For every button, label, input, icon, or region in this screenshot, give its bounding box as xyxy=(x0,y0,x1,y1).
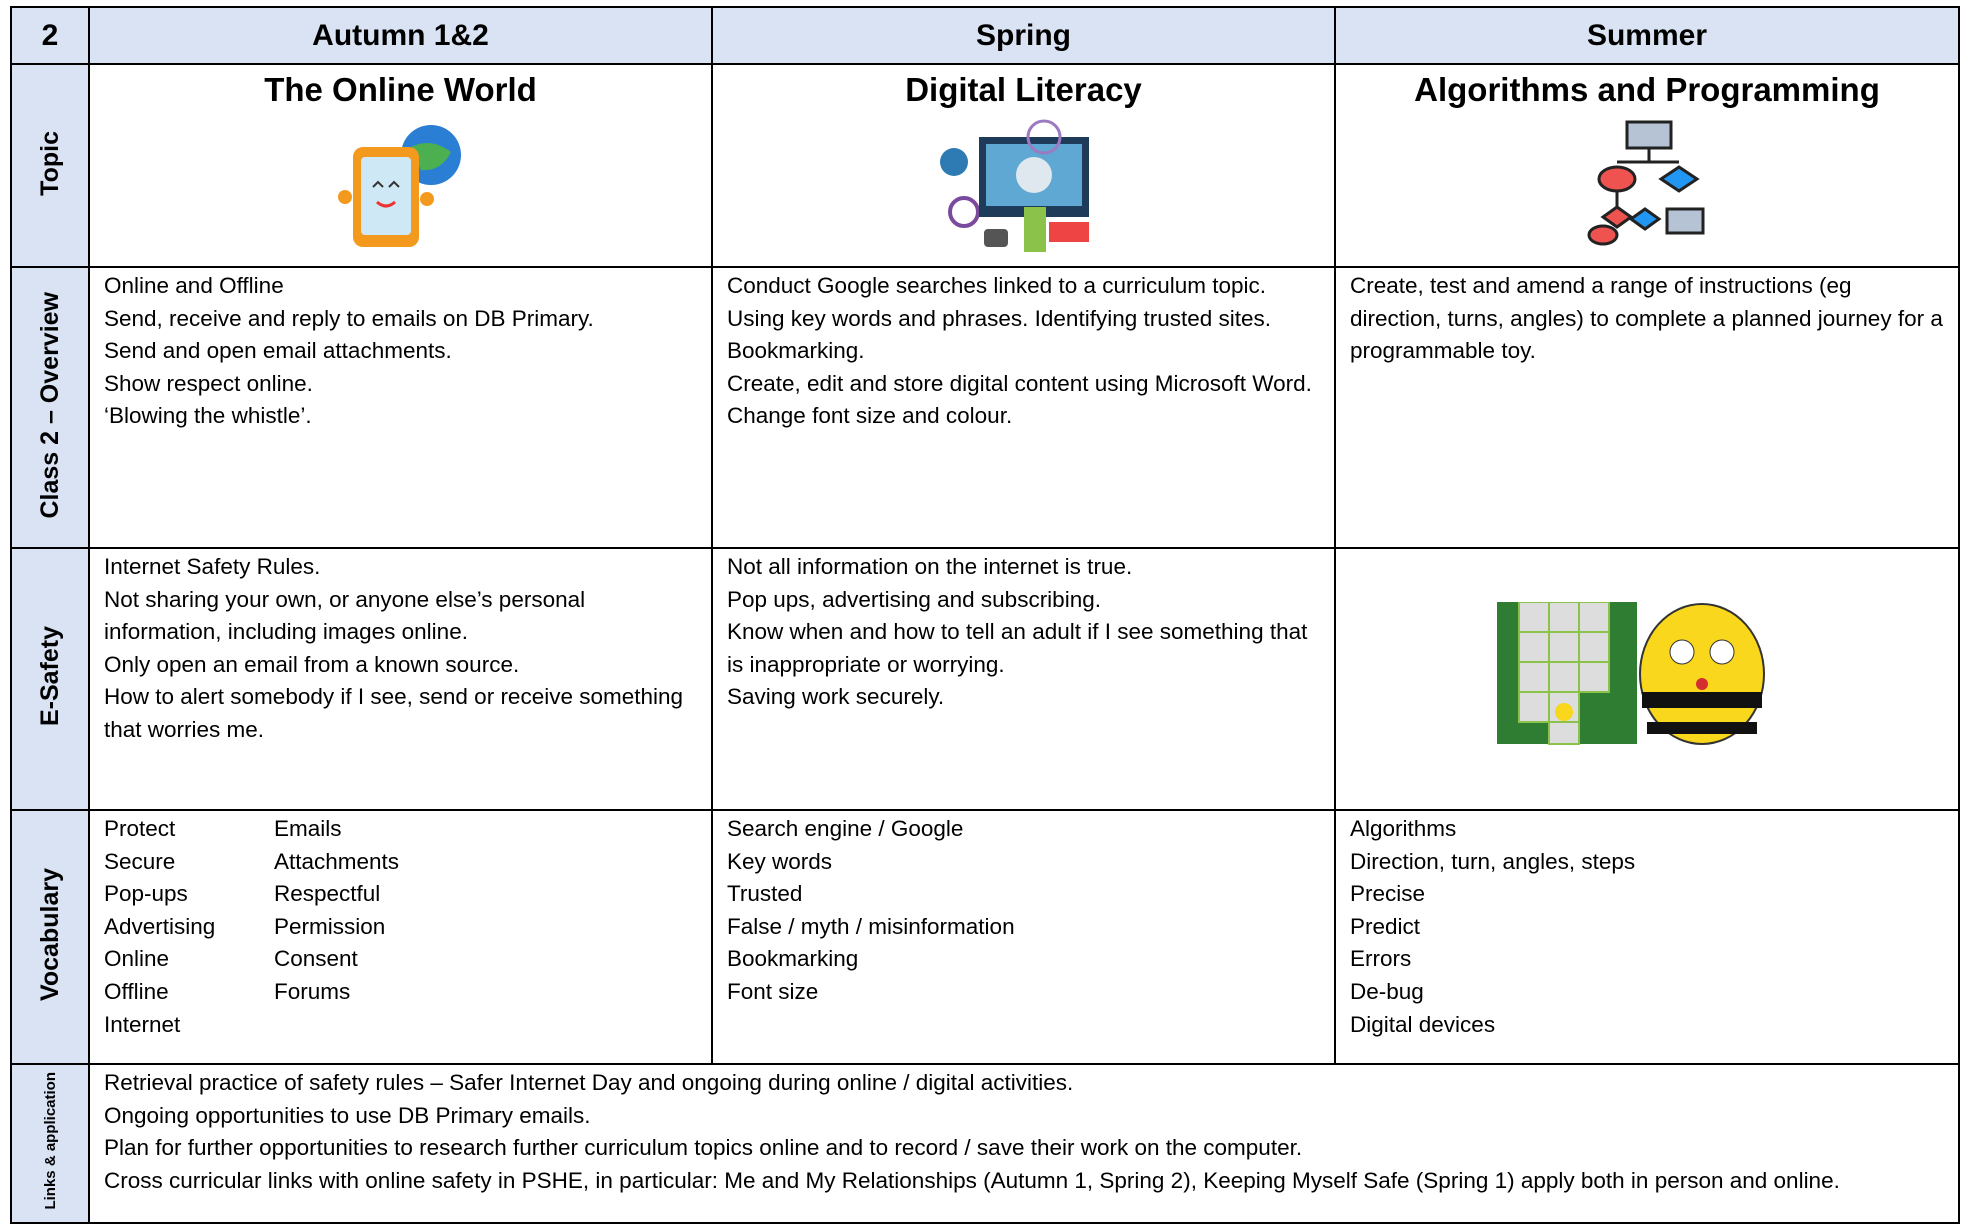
text-line: Offline xyxy=(104,978,169,1004)
text-line: Not sharing your own, or anyone else’s p… xyxy=(104,586,586,645)
row: Class 2 – Overview Online and Offline Send… xyxy=(10,266,1960,549)
row-label: Class 2 – Overview xyxy=(10,266,90,549)
row-label-text: Class 2 – Overview xyxy=(35,291,64,519)
text-line: Saving work securely. xyxy=(727,684,945,710)
text-line: Emails xyxy=(274,816,342,841)
topic-image xyxy=(1336,117,1958,255)
header-cell: Autumn 1&2 xyxy=(88,6,713,65)
topic-title: Digital Literacy xyxy=(905,71,1142,108)
header-cell: Summer xyxy=(1334,6,1960,65)
text-line: Internet xyxy=(104,1011,181,1037)
text-line: Cross curricular links with online safet… xyxy=(104,1167,1840,1193)
header-cell: Spring xyxy=(711,6,1336,65)
row-label-text: E-Safety xyxy=(35,626,64,727)
text-line: Bookmarking xyxy=(727,946,859,972)
text-line: Send, receive and reply to emails on DB … xyxy=(104,305,594,331)
row-label: Links & application xyxy=(10,1063,90,1224)
topic-title: The Online World xyxy=(264,71,537,108)
tablet-icon xyxy=(337,125,461,247)
text-line: Show respect online. xyxy=(104,370,313,396)
text-line: Not all information on the internet is t… xyxy=(727,554,1133,579)
text-line: Online and Offline xyxy=(104,273,284,298)
text-line: Digital devices xyxy=(1350,1011,1496,1037)
cell: Internet Safety Rules. Not sharing your o… xyxy=(88,547,713,811)
cell: The Online World xyxy=(88,63,713,268)
cell: Digital Literacy xyxy=(711,63,1336,268)
text-line: Pop ups, advertising and subscribing. xyxy=(727,586,1101,612)
topic-title: Algorithms and Programming xyxy=(1414,71,1880,108)
image-cell xyxy=(1334,547,1960,811)
text-line: Pop-ups xyxy=(104,881,188,907)
text-line: Internet Safety Rules. xyxy=(104,554,321,579)
text-line: ‘Blowing the whistle’. xyxy=(104,403,312,429)
text-line: Advertising xyxy=(104,913,216,939)
header-cell: 2 xyxy=(10,6,90,65)
curriculum-table: 2 Autumn 1&2 Spring Summer Topic The Online W… xyxy=(10,6,1960,1224)
cell: Online and Offline Send, receive and repl… xyxy=(88,266,713,549)
text-line: False / myth / misinformation xyxy=(727,913,1015,939)
text-line: Direction, turn, angles, steps xyxy=(1350,848,1636,874)
text-line: Secure xyxy=(104,848,176,874)
row-label-text: Vocabulary xyxy=(35,868,64,1001)
row: E-Safety Internet Safety Rules. Not sharin… xyxy=(10,547,1960,811)
computer-icon xyxy=(939,119,1089,252)
vocab-column: Emails Attachments Respectful Permission Con… xyxy=(274,813,399,1041)
row: Topic The Online World Digital Literacy Alg… xyxy=(10,63,1960,268)
text-line: Consent xyxy=(274,946,358,972)
text-line: Predict xyxy=(1350,913,1421,939)
text-line: Create, test and amend a range of instru… xyxy=(1350,273,1943,364)
text-line: Precise xyxy=(1350,881,1426,907)
cell: Not all information on the internet is t… xyxy=(711,547,1336,811)
row-label-text: Topic xyxy=(35,130,64,196)
text-line: Protect xyxy=(104,816,176,841)
cell: Search engine / Google Key words Trusted Fa… xyxy=(711,809,1336,1065)
topic-image xyxy=(90,117,711,265)
bee-bot-image xyxy=(1497,600,1765,745)
text-line: Retrieval practice of safety rules – Saf… xyxy=(104,1070,1074,1095)
text-line: Ongoing opportunities to use DB Primary … xyxy=(104,1102,591,1128)
text-line: Online xyxy=(104,946,170,972)
cell: Create, test and amend a range of instru… xyxy=(1334,266,1960,549)
topic-image xyxy=(713,117,1334,265)
row-label: E-Safety xyxy=(10,547,90,811)
text-line: De-bug xyxy=(1350,978,1424,1004)
flowchart-icon xyxy=(1587,120,1705,246)
text-line: Respectful xyxy=(274,881,381,907)
cell: Conduct Google searches linked to a curr… xyxy=(711,266,1336,549)
text-line: Algorithms xyxy=(1350,816,1457,841)
cell: Algorithms and Programming xyxy=(1334,63,1960,268)
text-line: Key words xyxy=(727,848,833,874)
text-line: Send and open email attachments. xyxy=(104,338,452,364)
text-line: Attachments xyxy=(274,848,400,874)
text-line: Only open an email from a known source. xyxy=(104,651,520,677)
text-line: Search engine / Google xyxy=(727,816,964,841)
row-label-text: Links & application xyxy=(41,1072,59,1210)
cell: Retrieval practice of safety rules – Saf… xyxy=(88,1063,1960,1224)
text-line: Forums xyxy=(274,978,351,1004)
text-line: Trusted xyxy=(727,881,803,907)
text-line: Permission xyxy=(274,913,386,939)
header-row: 2 Autumn 1&2 Spring Summer xyxy=(10,6,1960,65)
row-label: Vocabulary xyxy=(10,809,90,1065)
text-line: Know when and how to tell an adult if I … xyxy=(727,619,1308,677)
text-line: How to alert somebody if I see, send or … xyxy=(104,684,684,742)
text-line: Using key words and phrases. Identifying… xyxy=(727,305,1272,364)
vocab-column: Protect Secure Pop-ups Advertising Online Off… xyxy=(104,813,274,1041)
cell: Protect Secure Pop-ups Advertising Online Off… xyxy=(88,809,713,1065)
row: Links & application Retrieval practice of… xyxy=(10,1063,1960,1224)
vocab-columns: Protect Secure Pop-ups Advertising Online Off… xyxy=(104,813,697,1041)
text-line: Create, edit and store digital content u… xyxy=(727,370,1312,396)
text-line: Change font size and colour. xyxy=(727,403,1013,429)
text-line: Plan for further opportunities to resear… xyxy=(104,1135,1303,1161)
text-line: Errors xyxy=(1350,946,1412,972)
row: Vocabulary Protect Secure Pop-ups Advertisin… xyxy=(10,809,1960,1065)
cell: Algorithms Direction, turn, angles, steps… xyxy=(1334,809,1960,1065)
text-line: Conduct Google searches linked to a curr… xyxy=(727,273,1267,298)
text-line: Font size xyxy=(727,978,819,1004)
row-label: Topic xyxy=(10,63,90,268)
